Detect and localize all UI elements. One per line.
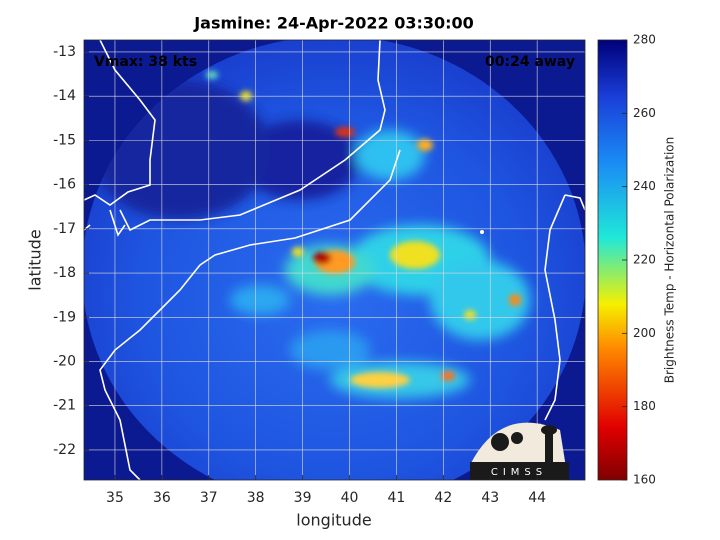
plot-frame	[83, 39, 586, 481]
vmax-label: Vmax: 38 kts	[94, 54, 197, 70]
y-tick-label: -17	[53, 221, 76, 237]
y-axis-label: latitude	[26, 229, 45, 290]
y-tick-label: -20	[53, 353, 76, 369]
x-tick-label: 44	[528, 490, 546, 506]
colorbar-tick-label: 260	[633, 106, 656, 120]
y-tick-label: -21	[53, 398, 76, 414]
svg-text:CIMSS: CIMSS	[491, 467, 547, 478]
colorbar-tick-label: 240	[633, 179, 656, 193]
map-image: CIMSS	[84, 40, 585, 480]
coastline	[84, 40, 585, 480]
x-tick-label: 37	[200, 490, 218, 506]
colorbar-tick-label: 220	[633, 253, 656, 267]
colorbar-tick-label: 280	[633, 33, 656, 47]
x-tick-label: 40	[341, 490, 359, 506]
x-tick-label: 42	[434, 490, 452, 506]
x-tick-label: 41	[388, 490, 406, 506]
y-tick-label: -14	[53, 88, 76, 104]
island	[480, 230, 484, 234]
x-tick-label: 43	[481, 490, 499, 506]
logo: CIMSS	[470, 422, 569, 480]
y-tick-label: -16	[53, 177, 76, 193]
y-tick-label: -18	[53, 265, 76, 281]
title: Jasmine: 24-Apr-2022 03:30:00	[193, 14, 474, 33]
colorbar-tick-label: 180	[633, 399, 656, 413]
y-tick-label: -19	[53, 309, 76, 325]
x-tick-label: 35	[106, 490, 124, 506]
x-tick-label: 36	[153, 490, 171, 506]
y-tick-label: -15	[53, 132, 76, 148]
y-tick-label: -22	[53, 442, 76, 458]
colorbar-label: Brightness Temp - Horizontal Polarizatio…	[663, 137, 677, 384]
x-tick-label: 39	[294, 490, 312, 506]
colorbar-tick-label: 160	[633, 473, 656, 487]
x-axis-label: longitude	[296, 511, 371, 530]
y-tick-label: -13	[53, 44, 76, 60]
colorbar-tick-label: 200	[633, 326, 656, 340]
time-away-label: 00:24 away	[485, 54, 575, 70]
x-tick-label: 38	[247, 490, 265, 506]
